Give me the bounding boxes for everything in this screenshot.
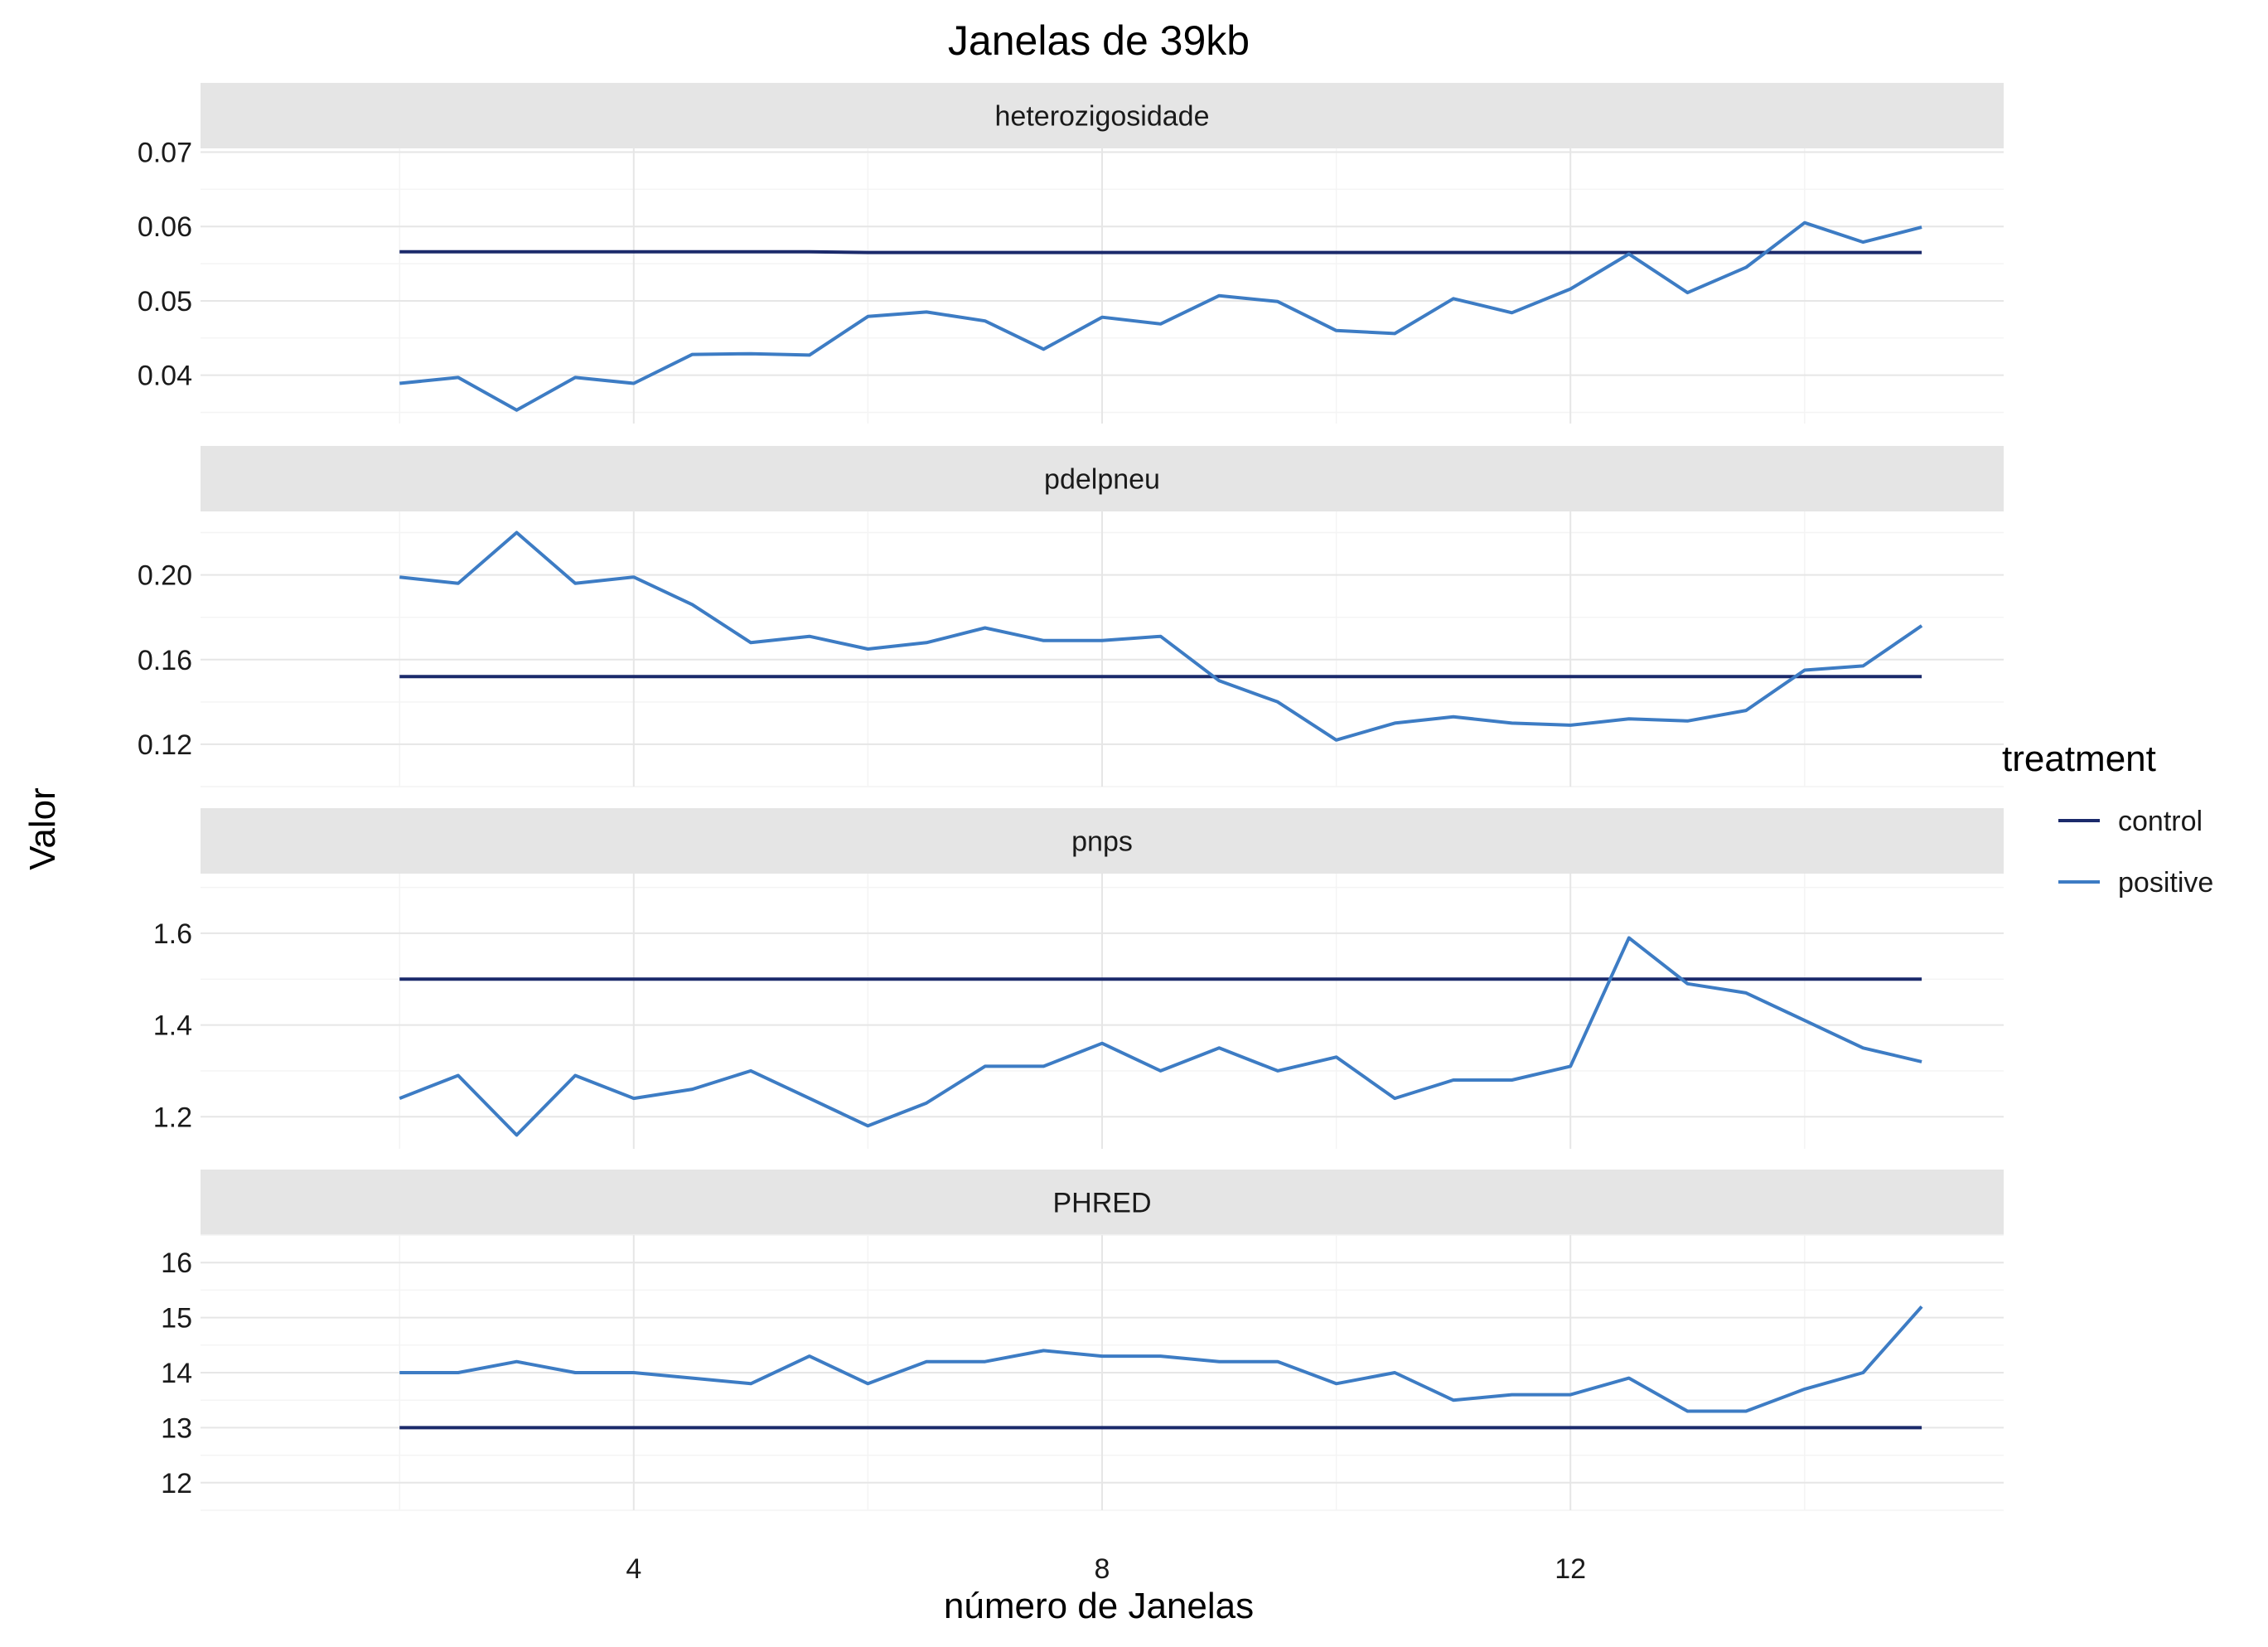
- legend-label: positive: [2118, 867, 2213, 899]
- panel-pnps: pnps 1.2 1.4 1.6: [153, 808, 2004, 1149]
- x-axis-title: número de Janelas: [944, 1586, 1254, 1626]
- y-tick-label: 0.04: [138, 361, 192, 392]
- series-line-control: [399, 249, 1922, 254]
- strip-background: [201, 808, 2004, 874]
- y-axis-title: Valor: [22, 787, 63, 870]
- legend-title: treatment: [2002, 739, 2156, 779]
- panels: heterozigosidade 0.04 0.05 0.06 0.07 pdelpneu…: [138, 83, 2004, 1511]
- panel-pdelpneu: pdelpneu 0.12 0.16 0.20: [138, 446, 2004, 787]
- y-tick-label: 1.2: [153, 1102, 192, 1133]
- strip-label: heterozigosidade: [995, 101, 1210, 133]
- strip-label: pdelpneu: [1044, 464, 1160, 496]
- y-tick-label: 15: [161, 1303, 192, 1335]
- strip-label: pnps: [1071, 826, 1133, 858]
- legend-label: control: [2118, 806, 2203, 837]
- y-tick-label: 0.06: [138, 211, 192, 243]
- y-tick-label: 1.6: [153, 918, 192, 950]
- strip-label: PHRED: [1052, 1188, 1151, 1219]
- y-tick-label: 0.12: [138, 729, 192, 761]
- panel-heterozigosidade: heterozigosidade 0.04 0.05 0.06 0.07: [138, 83, 2004, 424]
- y-tick-label: 1.4: [153, 1010, 192, 1042]
- x-tick-label: 4: [626, 1553, 641, 1585]
- strip-background: [201, 446, 2004, 511]
- series-line-positive: [399, 220, 1922, 412]
- x-tick-label: 8: [1095, 1553, 1110, 1585]
- y-tick-label: 0.16: [138, 645, 192, 676]
- series-line-positive: [399, 530, 1923, 742]
- y-tick-label: 13: [161, 1412, 192, 1444]
- y-tick-label: 14: [161, 1358, 192, 1389]
- chart-title: Janelas de 39kb: [948, 17, 1250, 64]
- y-tick-label: 0.05: [138, 286, 192, 317]
- strip-background: [201, 83, 2004, 148]
- strip-background: [201, 1170, 2004, 1235]
- series-line-positive: [399, 936, 1922, 1137]
- y-tick-label: 16: [161, 1247, 192, 1279]
- panel-PHRED: PHRED 12 13 14 15 16: [161, 1170, 2004, 1511]
- x-axis: 4 8 12: [626, 1553, 1586, 1585]
- legend-item-positive: positive: [2058, 867, 2213, 899]
- series-line-positive: [399, 1305, 1923, 1413]
- legend: treatment control positive: [2002, 739, 2213, 899]
- legend-item-control: control: [2058, 806, 2203, 837]
- x-tick-label: 12: [1555, 1553, 1586, 1585]
- y-tick-label: 12: [161, 1468, 192, 1499]
- y-tick-label: 0.07: [138, 137, 192, 168]
- y-tick-label: 0.20: [138, 560, 192, 592]
